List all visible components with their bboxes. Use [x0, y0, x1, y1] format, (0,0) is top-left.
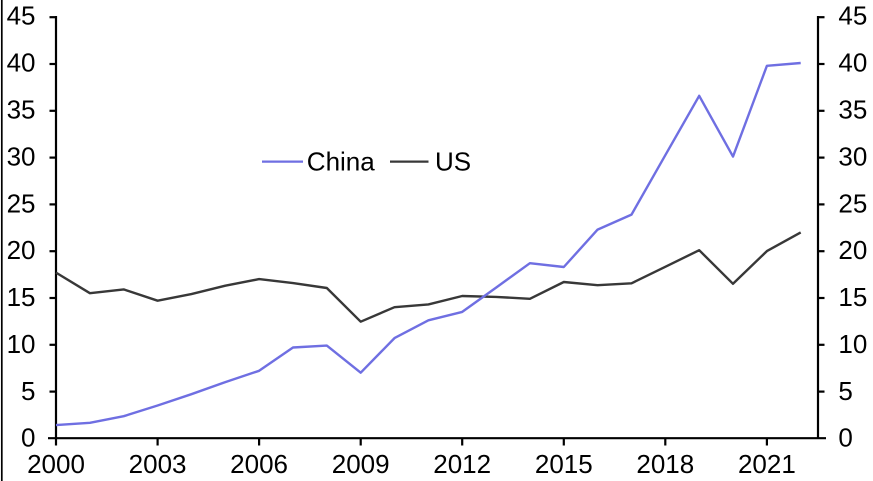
svg-text:40: 40 [7, 48, 36, 78]
svg-text:15: 15 [838, 282, 867, 312]
svg-text:20: 20 [838, 235, 867, 265]
svg-text:10: 10 [838, 329, 867, 359]
svg-text:35: 35 [838, 95, 867, 125]
svg-text:2000: 2000 [27, 449, 85, 479]
svg-text:20: 20 [7, 235, 36, 265]
svg-text:40: 40 [838, 48, 867, 78]
svg-text:30: 30 [7, 141, 36, 171]
svg-text:5: 5 [21, 376, 35, 406]
svg-text:5: 5 [838, 376, 852, 406]
svg-text:2003: 2003 [129, 449, 187, 479]
svg-text:2006: 2006 [230, 449, 288, 479]
svg-text:25: 25 [838, 188, 867, 218]
svg-text:35: 35 [7, 95, 36, 125]
svg-text:0: 0 [21, 423, 35, 453]
svg-text:US: US [435, 146, 471, 176]
svg-text:2021: 2021 [738, 449, 796, 479]
svg-text:0: 0 [838, 423, 852, 453]
svg-text:2009: 2009 [332, 449, 390, 479]
svg-text:2012: 2012 [433, 449, 491, 479]
svg-text:25: 25 [7, 188, 36, 218]
svg-text:15: 15 [7, 282, 36, 312]
svg-text:30: 30 [838, 141, 867, 171]
svg-text:45: 45 [7, 1, 36, 31]
svg-text:2015: 2015 [535, 449, 593, 479]
svg-text:2018: 2018 [636, 449, 694, 479]
svg-text:China: China [307, 146, 375, 176]
svg-text:45: 45 [838, 1, 867, 31]
svg-text:10: 10 [7, 329, 36, 359]
